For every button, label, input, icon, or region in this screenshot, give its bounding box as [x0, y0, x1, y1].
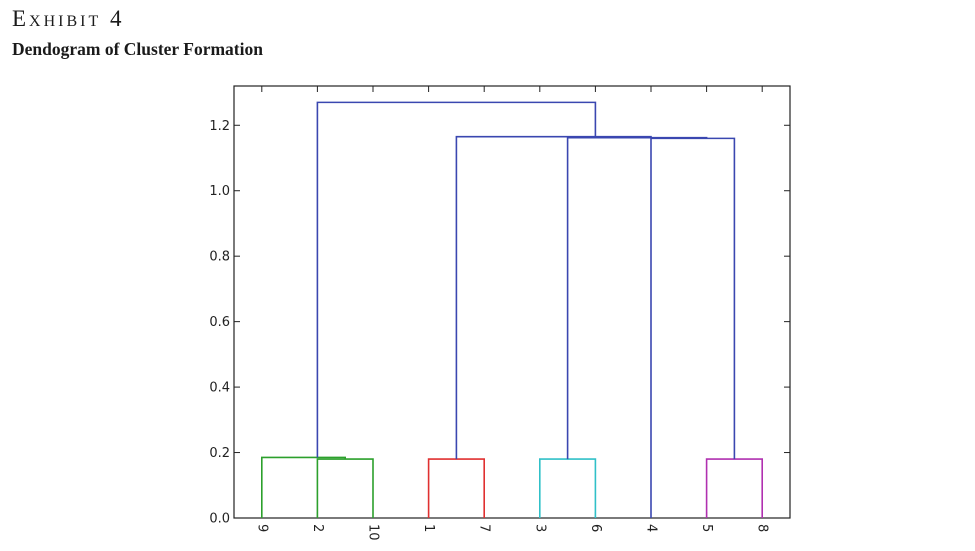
plot-frame — [233, 85, 791, 519]
leaf-label: 3 — [532, 524, 547, 532]
cluster-link-magenta — [705, 458, 763, 518]
y-tick-label: 1.0 — [209, 184, 230, 199]
y-tick-label: 0.8 — [209, 250, 230, 265]
leaf-label: 6 — [588, 524, 603, 532]
y-tick-label: 0.2 — [209, 446, 230, 461]
cluster-link-blue — [455, 135, 652, 460]
chart-title: Dendogram of Cluster Formation — [12, 39, 263, 59]
leaf-label: 5 — [699, 524, 714, 532]
y-tick-label: 0.0 — [209, 512, 230, 527]
tick-group: 0.0 0.2 0.4 0.6 0.8 1.0 1.2 — [209, 86, 790, 527]
cluster-link-blue — [650, 137, 736, 518]
cluster-link-red — [427, 458, 485, 518]
leaf-label: 9 — [254, 524, 269, 532]
exhibit-label: Exhibit 4 — [12, 6, 125, 31]
y-tick-label: 0.4 — [209, 381, 230, 396]
link-group — [261, 101, 763, 518]
cluster-link-blue — [316, 101, 597, 458]
leaf-label-group: 9 2 10 1 7 3 6 4 5 8 — [254, 524, 769, 541]
cluster-link-green — [261, 456, 346, 518]
leaf-label: 7 — [477, 524, 492, 532]
y-tick-label: 0.6 — [209, 315, 230, 330]
leaf-label: 4 — [644, 524, 659, 532]
y-tick-label: 1.2 — [209, 119, 230, 134]
cluster-link-cyan — [539, 458, 597, 518]
cluster-link-blue — [566, 136, 708, 460]
cluster-link-green — [316, 458, 374, 518]
leaf-label: 1 — [421, 524, 436, 532]
leaf-label: 2 — [310, 524, 325, 532]
leaf-label: 8 — [755, 524, 770, 532]
leaf-label: 10 — [366, 524, 381, 541]
